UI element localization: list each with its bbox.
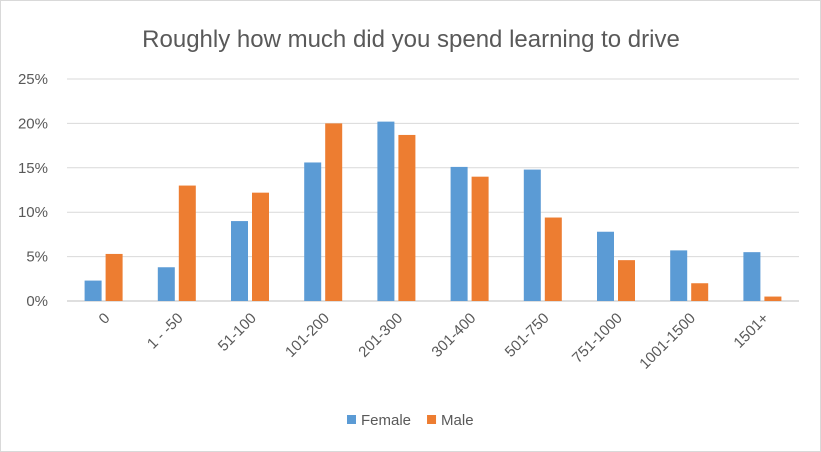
legend-swatch-male — [427, 415, 437, 424]
x-tick-label: 1001-1500 — [636, 310, 699, 373]
x-axis-ticks: 0 1 - -50 51-100 101-200 201-300 301-400 501-7… — [96, 310, 773, 373]
bar-female-2 — [231, 221, 248, 301]
bar-male-5 — [471, 176, 489, 301]
legend: Female Male — [347, 412, 474, 429]
bar-male-6 — [544, 217, 562, 301]
bar-male-7 — [618, 260, 635, 301]
x-tick-label: 101-200 — [282, 310, 333, 361]
bar-female-9 — [743, 252, 761, 301]
bar-male-3 — [325, 123, 343, 302]
legend-swatch-female — [347, 415, 356, 424]
chart-title: Roughly how much did you spend learning … — [142, 26, 680, 53]
y-axis-ticks: 0% 5% 10% 15% 20% 25% — [18, 71, 48, 310]
legend-label-female: Female — [361, 412, 411, 429]
x-tick-label: 1 - -50 — [144, 310, 187, 353]
bar-female-5 — [450, 166, 468, 301]
bars — [84, 121, 782, 302]
x-tick-label: 0 — [96, 310, 114, 328]
bar-male-9 — [764, 296, 782, 301]
bar-male-2 — [252, 192, 269, 301]
x-tick-label: 751-1000 — [569, 310, 626, 367]
bar-female-3 — [304, 162, 322, 301]
x-tick-label: 301-400 — [428, 310, 479, 361]
x-tick-label: 501-750 — [502, 310, 553, 361]
bar-female-0 — [84, 280, 102, 301]
y-tick-label: 15% — [18, 160, 48, 177]
bar-female-8 — [670, 250, 688, 301]
y-tick-label: 10% — [18, 204, 48, 221]
y-tick-label: 25% — [18, 71, 48, 88]
y-tick-label: 5% — [26, 249, 48, 266]
x-tick-label: 1501+ — [730, 310, 772, 352]
gridlines — [67, 78, 799, 302]
legend-label-male: Male — [441, 412, 474, 429]
bar-male-1 — [178, 185, 196, 301]
bar-male-0 — [105, 253, 123, 301]
bar-female-4 — [377, 121, 395, 302]
bar-male-4 — [398, 134, 416, 301]
y-tick-label: 0% — [26, 293, 48, 310]
x-tick-label: 51-100 — [215, 310, 260, 355]
bar-female-7 — [597, 231, 614, 301]
bar-female-1 — [157, 267, 175, 301]
x-tick-label: 201-300 — [355, 310, 406, 361]
bar-female-6 — [523, 169, 541, 301]
bar-male-8 — [691, 283, 709, 301]
y-tick-label: 20% — [18, 115, 48, 132]
